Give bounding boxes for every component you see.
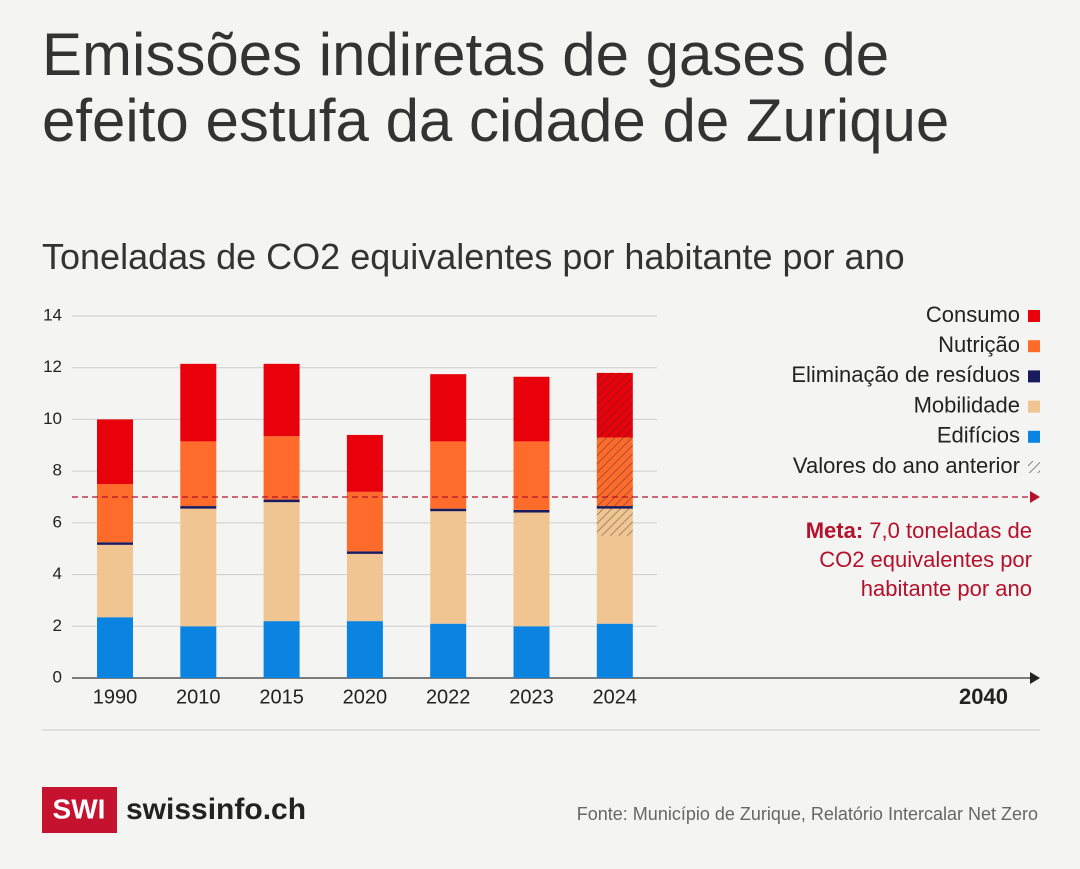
bar-segment: [180, 508, 217, 627]
bar-segment: [97, 617, 133, 678]
y-tick-label: 8: [53, 461, 62, 480]
bar-segment: [513, 509, 550, 513]
bar-segment: [263, 502, 300, 622]
target-arrow: [1030, 491, 1040, 503]
target-label-line: CO2 equivalentes por: [819, 547, 1032, 572]
y-tick-label: 14: [43, 305, 62, 324]
x-tick-label: 1990: [93, 686, 138, 708]
y-tick-label: 6: [53, 512, 62, 531]
bar-segment: [263, 436, 300, 500]
bar-segment: [513, 512, 550, 627]
bar-segment: [180, 506, 217, 509]
logo: SWI: [53, 793, 106, 824]
bar-segment: [263, 363, 300, 437]
bar-segment: [97, 542, 133, 545]
x-tick-label: 2015: [259, 686, 304, 708]
bar-segment: [97, 544, 133, 618]
bar-segment: [430, 374, 467, 442]
legend-label: Nutrição: [938, 332, 1020, 357]
legend-swatch: [1028, 430, 1040, 443]
legend-label: Mobilidade: [914, 392, 1020, 417]
brand: swissinfo.ch: [126, 793, 306, 826]
legend-swatch: [1028, 310, 1040, 322]
target-label-bold: Meta:: [806, 518, 863, 543]
bar-segment: [346, 491, 383, 552]
legend-swatch: [1028, 400, 1040, 413]
y-tick-label: 10: [43, 409, 62, 428]
bar-segment: [346, 551, 383, 554]
legend-swatch: [1028, 461, 1040, 473]
logo-box: [42, 787, 117, 833]
chart-subtitle: Toneladas de CO2 equivalentes por habita…: [42, 236, 905, 277]
legend-swatch: [1028, 370, 1040, 383]
bar-segment: [180, 363, 217, 442]
previous-year-hatch: [596, 372, 633, 536]
y-tick-label: 12: [43, 357, 62, 376]
bar-segment: [596, 623, 633, 678]
x-tick-label: 2024: [593, 686, 638, 708]
y-tick-label: 2: [53, 616, 62, 635]
bar-segment: [97, 484, 133, 543]
bar-segment: [513, 626, 550, 678]
y-tick-label: 4: [53, 564, 62, 583]
legend-label: Edifícios: [937, 423, 1020, 448]
x-axis-arrow: [1030, 672, 1040, 684]
x-tick-label: 2010: [176, 686, 221, 708]
bar-segment: [513, 376, 550, 442]
legend-swatch: [1028, 340, 1040, 353]
bar-segment: [430, 508, 467, 512]
source: Fonte: Município de Zurique, Relatório I…: [577, 804, 1038, 824]
target-label: habitante por ano: [861, 576, 1032, 601]
legend-label: Eliminação de resíduos: [791, 362, 1020, 387]
legend-label: Consumo: [926, 302, 1020, 327]
bar-segment: [180, 441, 217, 507]
target-label: Meta: 7,0 toneladas de: [806, 518, 1032, 543]
chart-title: Emissões indiretas de gases de efeito es…: [42, 21, 950, 154]
bar-segment: [263, 621, 300, 678]
target-label: CO2 equivalentes por: [819, 547, 1032, 572]
bar-segment: [180, 626, 217, 678]
target-label-line: habitante por ano: [861, 576, 1032, 601]
target-label-line: 7,0 toneladas de: [869, 518, 1032, 543]
bar-segment: [430, 511, 467, 624]
x-tick-label: 2023: [509, 686, 554, 708]
bar-segment: [346, 621, 383, 678]
y-tick-label: 0: [53, 667, 62, 686]
bar-segment: [430, 441, 467, 509]
bar-segment: [346, 553, 383, 622]
legend-label: Valores do ano anterior: [793, 453, 1020, 478]
bar-segment: [513, 441, 550, 510]
x-tick-label: 2022: [426, 686, 471, 708]
bar-segment: [430, 623, 467, 678]
bar-segment: [263, 499, 300, 503]
x-tick-label: 2020: [343, 686, 388, 708]
bar-segment: [346, 434, 383, 492]
x-end-label: 2040: [959, 684, 1008, 709]
bar-segment: [97, 419, 133, 485]
